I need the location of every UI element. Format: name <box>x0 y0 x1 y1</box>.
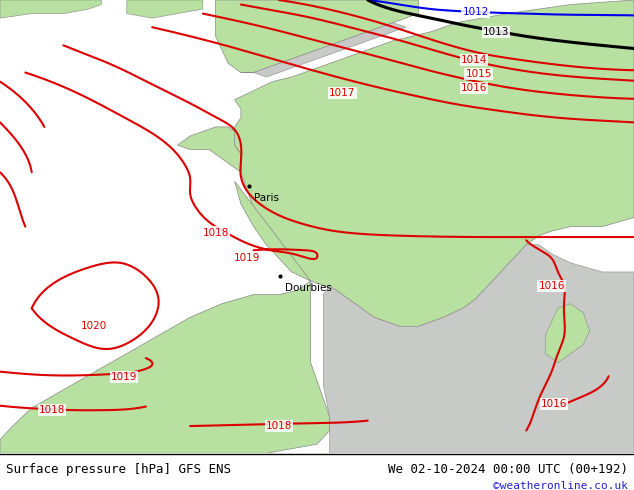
Text: Paris: Paris <box>254 193 278 203</box>
Polygon shape <box>241 23 406 77</box>
Text: 1017: 1017 <box>329 88 356 98</box>
Text: Dourbies: Dourbies <box>285 283 332 294</box>
Text: 1018: 1018 <box>266 421 292 431</box>
Text: 1018: 1018 <box>39 405 65 415</box>
Text: Surface pressure [hPa] GFS ENS: Surface pressure [hPa] GFS ENS <box>6 463 231 476</box>
Polygon shape <box>545 304 590 363</box>
Text: 1019: 1019 <box>111 372 138 382</box>
Text: 1018: 1018 <box>202 227 229 238</box>
Polygon shape <box>178 127 241 172</box>
Text: 1014: 1014 <box>461 55 488 65</box>
Text: 1020: 1020 <box>81 321 107 331</box>
Polygon shape <box>0 181 330 453</box>
Text: 1016: 1016 <box>461 83 488 93</box>
Text: 1016: 1016 <box>541 399 567 409</box>
Polygon shape <box>228 0 634 326</box>
Text: 1012: 1012 <box>462 7 489 17</box>
Polygon shape <box>127 0 203 18</box>
Text: 1015: 1015 <box>465 69 492 79</box>
Text: 1019: 1019 <box>234 253 261 263</box>
Text: ©weatheronline.co.uk: ©weatheronline.co.uk <box>493 481 628 490</box>
Polygon shape <box>0 0 101 18</box>
Text: We 02-10-2024 00:00 UTC (00+192): We 02-10-2024 00:00 UTC (00+192) <box>387 463 628 476</box>
Text: 1013: 1013 <box>482 27 509 37</box>
Text: 1016: 1016 <box>538 281 565 291</box>
Polygon shape <box>323 245 634 453</box>
Polygon shape <box>216 0 418 73</box>
